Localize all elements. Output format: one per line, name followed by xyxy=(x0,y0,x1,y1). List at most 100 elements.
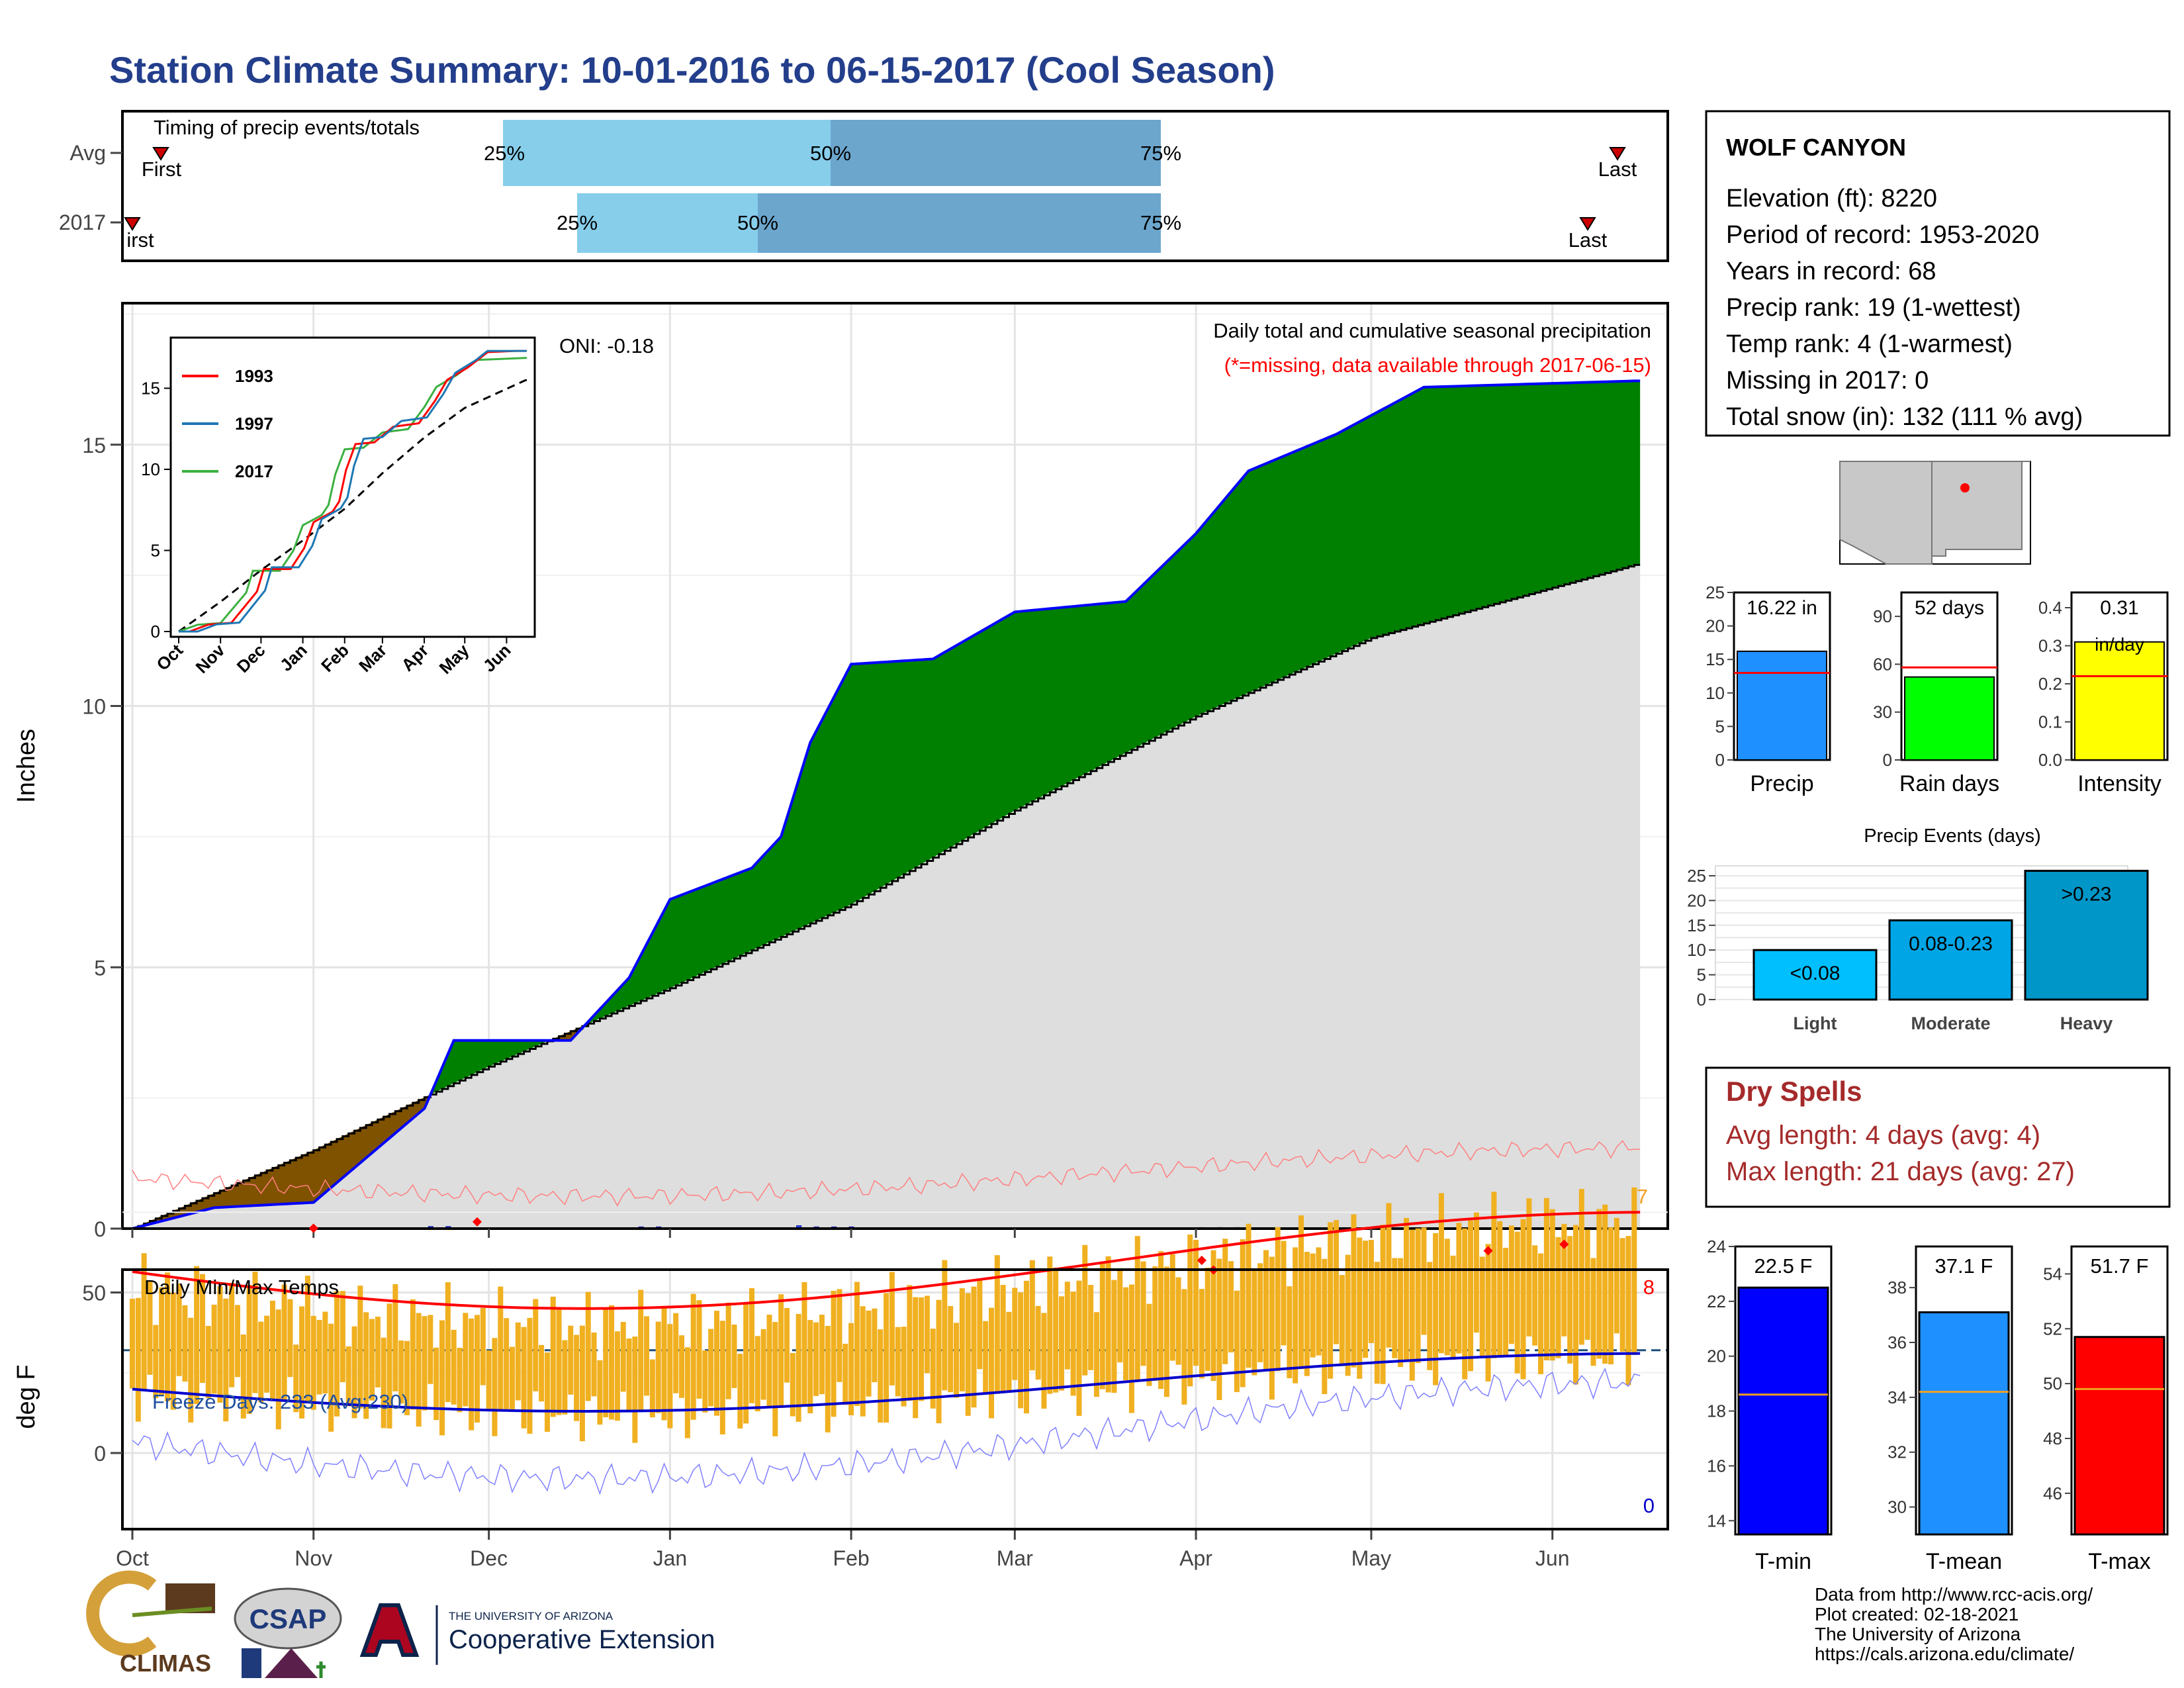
daily-temp-bar xyxy=(1117,1270,1123,1363)
daily-temp-bar xyxy=(1508,1225,1514,1344)
daily-temp-bar xyxy=(375,1317,381,1387)
temperature-summary-bars: 22.5 F 14 16 18 20 22 24 T-min 37.1 F 30 32 34 36 38 T… xyxy=(1707,1237,2169,1574)
events-tick-label: 20 xyxy=(1687,890,1706,910)
daily-temp-bar xyxy=(708,1329,714,1407)
daily-temp-bar xyxy=(334,1291,340,1417)
new-mexico-shape xyxy=(1931,461,2023,557)
daily-temp-bar xyxy=(1093,1312,1099,1397)
events-tick-label: 25 xyxy=(1687,866,1706,886)
daily-temp-bar xyxy=(258,1321,264,1403)
inset-legend-label: 1997 xyxy=(235,414,273,434)
daily-temp-bar xyxy=(632,1336,638,1443)
daily-temp-bar xyxy=(1105,1256,1111,1393)
daily-temp-bar xyxy=(1503,1247,1509,1357)
daily-temp-bar xyxy=(649,1359,655,1418)
daily-temp-bar xyxy=(1491,1192,1497,1358)
daily-temp-bar xyxy=(457,1348,463,1413)
daily-temp-bar xyxy=(913,1297,919,1419)
mini-bar-label: Intensity xyxy=(2077,771,2161,796)
timing-avg-bar-q25-q50 xyxy=(503,120,831,186)
daily-temp-bar xyxy=(1614,1217,1619,1334)
daily-temp-bar xyxy=(340,1291,345,1383)
daily-temp-bar xyxy=(930,1329,936,1409)
daily-temp-bar xyxy=(480,1307,486,1385)
station-temp-rank: Temp rank: 4 (1-warmest) xyxy=(1726,330,2013,358)
daily-temp-bar xyxy=(731,1325,737,1388)
daily-temp-bar xyxy=(246,1285,252,1414)
temp-y-label: deg F xyxy=(13,1364,40,1429)
mini-bar-tick-label: 0.3 xyxy=(2038,636,2062,656)
y-tick-label: 15 xyxy=(82,434,106,457)
daily-temp-bar xyxy=(1070,1291,1076,1396)
daily-temp-bar xyxy=(1433,1233,1439,1385)
daily-temp-bar xyxy=(240,1334,246,1419)
daily-temp-bar xyxy=(170,1292,176,1410)
daily-temp-bar xyxy=(1275,1227,1281,1372)
daily-temp-bar xyxy=(1345,1254,1351,1376)
daily-temp-bar xyxy=(164,1272,170,1401)
mini-bar-tick-label: 0.0 xyxy=(2038,750,2062,770)
month-label: May xyxy=(1351,1546,1391,1570)
temp-bar-label: T-max xyxy=(2088,1549,2150,1574)
temp-bar-tick-label: 32 xyxy=(1888,1442,1907,1462)
daily-temp-bar xyxy=(1532,1245,1538,1346)
daily-temp-bar xyxy=(1357,1237,1363,1379)
daily-temp-bar xyxy=(1526,1198,1532,1336)
events-bar-label: Moderate xyxy=(1911,1013,1990,1033)
mini-bar-label: Rain days xyxy=(1899,771,1999,796)
daily-temp-bar xyxy=(310,1315,316,1410)
daily-temp-bar xyxy=(199,1274,205,1383)
daily-temp-bar xyxy=(1444,1239,1450,1356)
daily-temp-bar xyxy=(1322,1258,1328,1395)
mini-bar-tick-label: 0 xyxy=(1715,750,1725,770)
daily-temp-bar xyxy=(609,1305,615,1420)
station-years: Years in record: 68 xyxy=(1726,258,1936,285)
mini-bar-value-text: 0.31 xyxy=(2100,597,2138,619)
daily-temp-bar xyxy=(1567,1236,1573,1364)
daily-temp-bar xyxy=(141,1253,147,1391)
daily-temp-bar xyxy=(924,1295,930,1374)
daily-temp-bar xyxy=(819,1315,825,1395)
daily-temp-bar xyxy=(428,1315,433,1384)
daily-temp-bar xyxy=(1584,1229,1590,1340)
inset-y-label: 15 xyxy=(141,379,160,399)
precip-plot-border xyxy=(121,302,1669,1230)
daily-temp-bar xyxy=(463,1313,469,1407)
daily-temp-bar xyxy=(223,1298,229,1422)
daily-temp-bar xyxy=(772,1322,778,1436)
daily-temp-bar xyxy=(422,1316,428,1411)
precip-events-content: 0 5 10 15 20 25 <0.08 Light 0.08-0.23 Moderate >0.… xyxy=(1687,865,2149,1033)
daily-temp-bar xyxy=(872,1308,878,1383)
daily-temp-bar xyxy=(433,1347,439,1421)
temp-bar-tick-label: 34 xyxy=(1888,1387,1907,1407)
record-high-marker xyxy=(472,1217,482,1227)
daily-temp-bar xyxy=(281,1284,287,1402)
page-title: Station Climate Summary: 10-01-2016 to 0… xyxy=(109,49,1275,91)
daily-temp-bar xyxy=(1047,1256,1053,1394)
timing-label: Timing of precip events/totals xyxy=(154,116,420,139)
daily-temp-bar xyxy=(556,1309,562,1415)
daily-temp-bar xyxy=(1293,1247,1298,1383)
daily-temp-bar xyxy=(130,1298,135,1389)
month-label: Apr xyxy=(1179,1546,1212,1570)
daily-temp-bar xyxy=(147,1280,153,1375)
locator-map xyxy=(1839,461,2031,565)
events-bar xyxy=(1752,949,1878,1001)
daily-temp-bar xyxy=(1006,1311,1012,1393)
temp-bar-tick-label: 48 xyxy=(2043,1429,2062,1448)
daily-temp-bar xyxy=(638,1289,644,1412)
footer-line-3: The University of Arizona xyxy=(1815,1624,2021,1644)
daily-temp-bar xyxy=(486,1350,492,1411)
events-bar xyxy=(1888,919,2013,1001)
daily-temp-bar xyxy=(1543,1197,1549,1361)
daily-temp-bar xyxy=(1351,1214,1357,1368)
daily-temp-bar xyxy=(1000,1285,1006,1392)
daily-temp-bar xyxy=(1392,1258,1398,1358)
events-bar-text: 0.08-0.23 xyxy=(1909,933,1993,955)
daily-temp-bar xyxy=(1450,1255,1456,1360)
daily-temp-bar xyxy=(504,1318,510,1409)
daily-temp-bar xyxy=(1181,1289,1187,1405)
daily-temp-bar xyxy=(719,1321,725,1434)
station-precip-rank: Precip rank: 19 (1-wettest) xyxy=(1726,294,2021,322)
temp-bar-value-text: 37.1 F xyxy=(1935,1254,1993,1278)
